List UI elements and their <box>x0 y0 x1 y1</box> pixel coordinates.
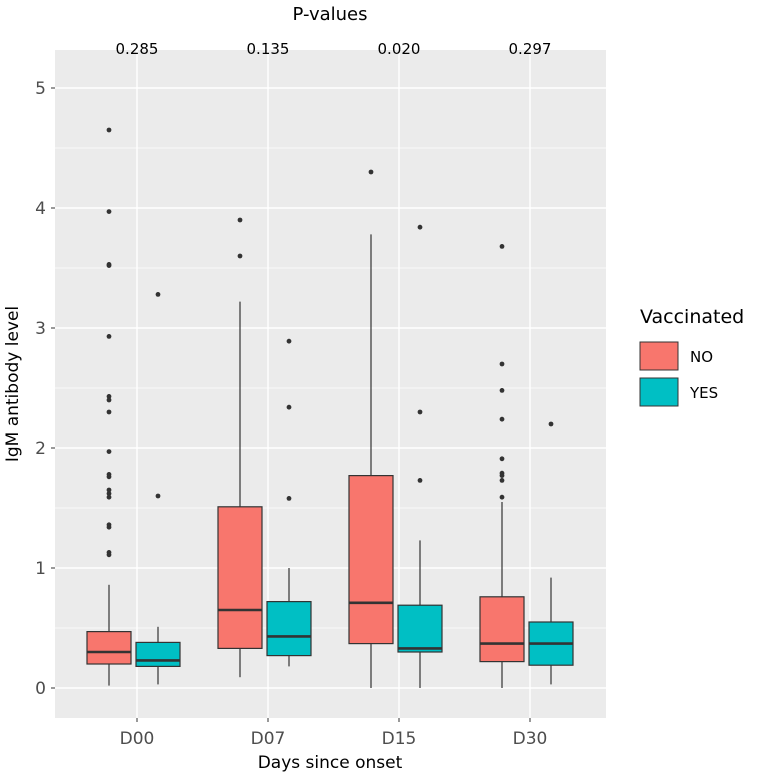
y-tick-label: 5 <box>35 79 46 99</box>
outlier-point <box>106 487 112 493</box>
outlier-point <box>368 169 374 175</box>
y-tick-label: 0 <box>35 679 46 699</box>
outlier-point <box>106 491 112 496</box>
outlier-point <box>499 361 505 367</box>
p-value-label: 0.135 <box>247 40 290 58</box>
outlier-point <box>106 397 112 403</box>
legend-title: Vaccinated <box>640 306 744 328</box>
legend-label-yes: YES <box>689 384 718 402</box>
outlier-point <box>106 524 112 530</box>
outlier-point <box>417 478 423 483</box>
outlier-point <box>106 409 112 415</box>
outlier-point <box>106 263 112 268</box>
outlier-point <box>499 456 505 462</box>
outlier-point <box>106 494 112 500</box>
p-value-label: 0.020 <box>378 40 421 58</box>
outlier-point <box>286 338 292 344</box>
y-axis-label: IgM antibody level <box>3 306 23 462</box>
legend-key-yes <box>639 377 679 407</box>
box-no <box>348 475 394 645</box>
outlier-point <box>106 552 112 558</box>
outlier-point <box>106 209 112 215</box>
outlier-point <box>286 404 292 410</box>
outlier-point <box>499 416 505 422</box>
box-no <box>86 630 132 665</box>
x-axis-label: Days since onset <box>258 753 403 773</box>
y-tick-label: 4 <box>35 199 46 219</box>
box-yes <box>266 600 312 657</box>
outlier-point <box>499 244 505 249</box>
legend-key-no <box>639 341 679 371</box>
x-tick-label: D00 <box>120 729 155 749</box>
outlier-point <box>155 292 161 297</box>
box-no <box>479 596 525 663</box>
y-tick-label: 2 <box>35 439 46 459</box>
outlier-point <box>237 217 243 223</box>
top-title: P-values <box>292 4 367 25</box>
x-tick-label: D15 <box>382 729 417 749</box>
p-value-label: 0.285 <box>116 40 159 58</box>
outlier-point <box>417 409 423 415</box>
outlier-point <box>417 224 423 230</box>
legend: Vaccinated NO YES <box>639 306 744 407</box>
outlier-point <box>106 127 112 133</box>
outlier-point <box>106 394 112 399</box>
legend-label-no: NO <box>690 348 713 366</box>
outlier-point <box>499 388 505 393</box>
x-tick-label: D30 <box>513 729 548 749</box>
outlier-point <box>548 421 554 427</box>
outlier-point <box>106 334 112 339</box>
outlier-point <box>155 493 161 499</box>
box-yes <box>397 604 443 653</box>
outlier-point <box>286 496 292 501</box>
outlier-point <box>499 494 505 500</box>
x-tick-label: D07 <box>251 729 286 749</box>
box-no <box>217 506 263 649</box>
outlier-point <box>106 449 112 454</box>
p-value-label: 0.297 <box>509 40 552 58</box>
outlier-point <box>237 253 243 259</box>
y-tick-label: 3 <box>35 319 46 339</box>
outlier-point <box>106 474 112 480</box>
box-yes <box>135 641 181 668</box>
outlier-point <box>499 478 505 483</box>
y-tick-label: 1 <box>35 559 46 579</box>
outlier-point <box>499 473 505 478</box>
